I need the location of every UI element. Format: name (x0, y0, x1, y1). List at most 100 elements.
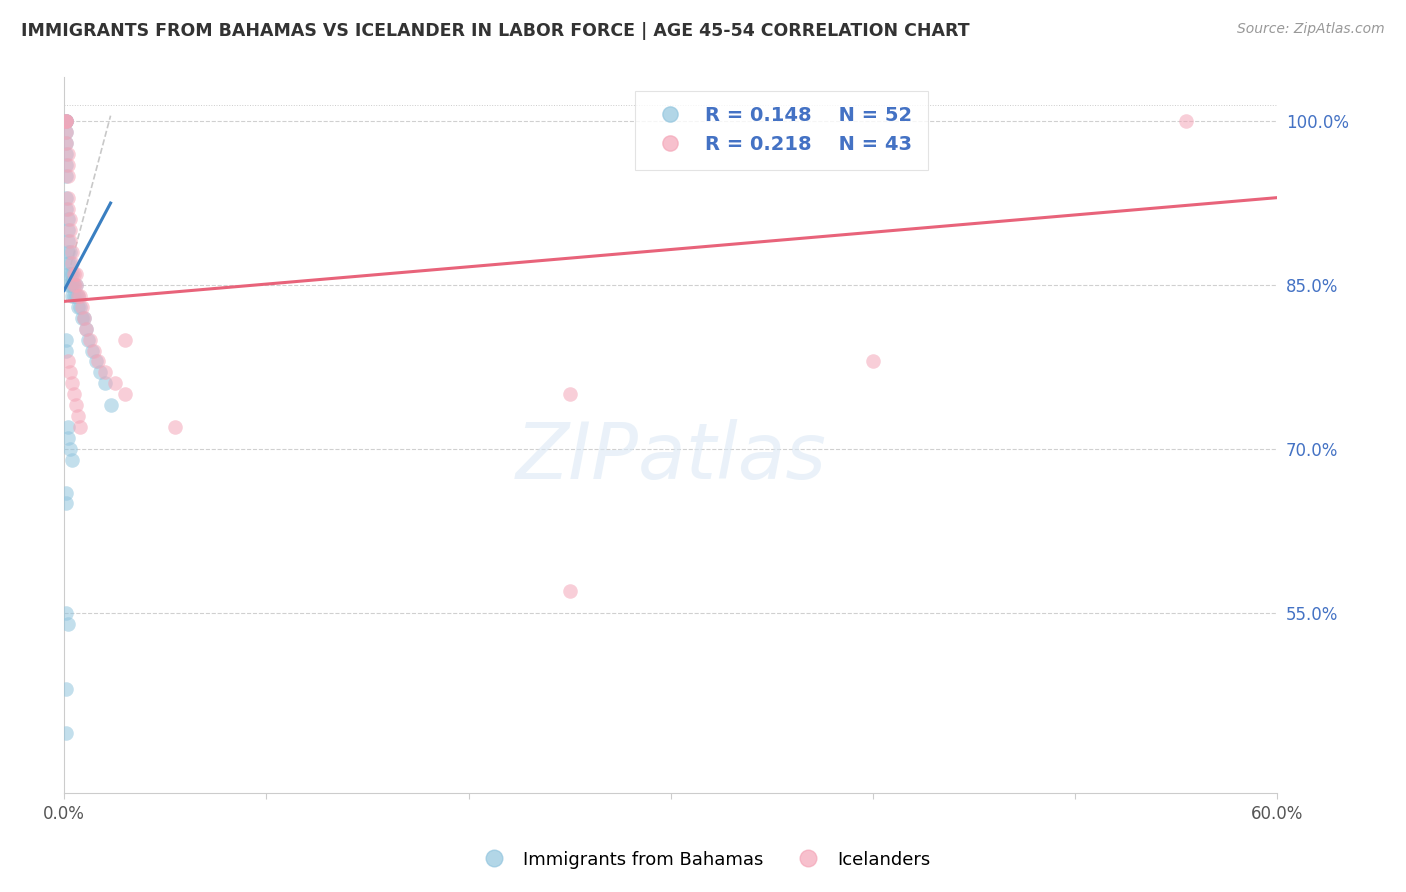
Point (69, 289, 91, 303)
Point (55, 158, 77, 172)
Point (56, 235, 79, 249)
Point (55, 485, 77, 500)
Legend: R = 0.148    N = 52, R = 0.218    N = 43: R = 0.148 N = 52, R = 0.218 N = 43 (636, 91, 928, 169)
Point (65, 267, 87, 281)
Point (55, 114, 77, 128)
Point (56, 212, 79, 227)
Point (55, 125, 77, 139)
Point (55, 114, 77, 128)
Point (87, 354, 110, 368)
Point (56, 431, 79, 445)
Point (59, 278, 82, 293)
Point (63, 289, 86, 303)
Text: ZIPatlas: ZIPatlas (516, 418, 827, 495)
Point (55, 726, 77, 740)
Point (83, 343, 105, 358)
Point (59, 212, 82, 227)
Point (69, 420, 91, 434)
Point (55, 191, 77, 205)
Point (55, 125, 77, 139)
Point (56, 278, 79, 293)
Point (59, 223, 82, 237)
Point (75, 321, 97, 335)
Point (56, 191, 79, 205)
Point (63, 278, 86, 293)
Point (86, 354, 108, 368)
Point (862, 354, 884, 368)
Point (63, 387, 86, 401)
Point (558, 387, 581, 401)
Point (56, 158, 79, 172)
Point (55, 682, 77, 697)
Point (82, 343, 104, 358)
Point (60, 256, 83, 270)
Point (56, 223, 79, 237)
Point (558, 583, 581, 598)
Point (73, 310, 96, 325)
Point (55, 606, 77, 620)
Point (59, 235, 82, 249)
Point (59, 256, 82, 270)
Point (59, 365, 82, 379)
Point (56, 616, 79, 631)
Point (65, 278, 87, 293)
Point (56, 245, 79, 260)
Point (56, 202, 79, 216)
Point (55, 343, 77, 358)
Point (60, 376, 83, 391)
Point (75, 321, 97, 335)
Point (60, 267, 83, 281)
Point (63, 267, 86, 281)
Point (59, 245, 82, 260)
Point (100, 398, 122, 412)
Point (93, 376, 115, 391)
Point (89, 365, 111, 379)
Point (114, 333, 136, 347)
Point (77, 333, 100, 347)
Point (56, 267, 79, 281)
Point (69, 300, 91, 314)
Point (1175, 114, 1198, 128)
Point (73, 310, 96, 325)
Point (60, 278, 83, 293)
Point (55, 136, 77, 150)
Point (56, 169, 79, 183)
Text: IMMIGRANTS FROM BAHAMAS VS ICELANDER IN LABOR FORCE | AGE 45-54 CORRELATION CHAR: IMMIGRANTS FROM BAHAMAS VS ICELANDER IN … (21, 22, 970, 40)
Point (114, 387, 136, 401)
Point (67, 289, 90, 303)
Point (60, 245, 83, 260)
Point (55, 333, 77, 347)
Point (72, 310, 94, 325)
Point (55, 202, 77, 216)
Point (65, 398, 87, 412)
Point (60, 289, 83, 303)
Point (55, 114, 77, 128)
Point (60, 452, 83, 467)
Point (65, 289, 87, 303)
Point (56, 256, 79, 270)
Point (59, 442, 82, 456)
Point (55, 169, 77, 183)
Point (55, 114, 77, 128)
Point (56, 420, 79, 434)
Point (67, 409, 90, 423)
Point (93, 365, 115, 379)
Point (55, 496, 77, 510)
Point (55, 114, 77, 128)
Text: Source: ZipAtlas.com: Source: ZipAtlas.com (1237, 22, 1385, 37)
Legend: Immigrants from Bahamas, Icelanders: Immigrants from Bahamas, Icelanders (468, 844, 938, 876)
Point (65, 278, 87, 293)
Point (104, 376, 127, 391)
Point (67, 289, 90, 303)
Point (56, 354, 79, 368)
Point (165, 420, 187, 434)
Point (55, 136, 77, 150)
Point (79, 333, 101, 347)
Point (67, 300, 90, 314)
Point (72, 300, 94, 314)
Point (59, 267, 82, 281)
Point (55, 114, 77, 128)
Point (56, 147, 79, 161)
Point (63, 278, 86, 293)
Point (55, 147, 77, 161)
